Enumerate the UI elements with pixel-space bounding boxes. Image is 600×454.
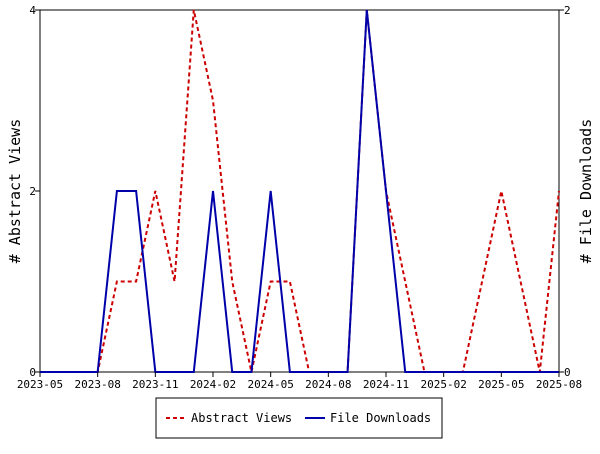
x-tick-label: 2024-08 bbox=[305, 378, 351, 391]
ticks-layer: 2023-05 2023-08 2023-11 2024-02 2024-05 2024-… bbox=[17, 4, 582, 391]
x-tick-label: 2025-05 bbox=[478, 378, 524, 391]
y-left-tick-label: 2 bbox=[29, 185, 36, 198]
y-right-tick-label: 2 bbox=[564, 4, 571, 17]
x-tick-label: 2023-08 bbox=[74, 378, 120, 391]
y-right-tick-label: 0 bbox=[564, 366, 571, 379]
legend: Abstract Views File Downloads bbox=[155, 397, 443, 439]
x-tick-label: 2023-11 bbox=[132, 378, 178, 391]
x-tick-label: 2024-05 bbox=[247, 378, 293, 391]
legend-label-file-downloads: File Downloads bbox=[330, 411, 431, 425]
y-left-tick-label: 4 bbox=[29, 4, 36, 17]
series-layer bbox=[40, 9, 560, 373]
y-left-tick-label: 0 bbox=[29, 366, 36, 379]
x-tick-label: 2024-11 bbox=[363, 378, 409, 391]
legend-box bbox=[155, 397, 443, 439]
x-tick-label: 2024-02 bbox=[190, 378, 236, 391]
series-line-file-downloads bbox=[40, 9, 559, 373]
y-right-axis-title: # File Downloads bbox=[577, 119, 595, 264]
x-tick-label: 2025-02 bbox=[420, 378, 466, 391]
y-left-axis-title: # Abstract Views bbox=[6, 119, 24, 264]
x-tick-label: 2025-08 bbox=[536, 378, 582, 391]
x-tick-label: 2023-05 bbox=[17, 378, 63, 391]
legend-label-abstract-views: Abstract Views bbox=[191, 411, 292, 425]
series-line-abstract-views bbox=[40, 9, 560, 373]
